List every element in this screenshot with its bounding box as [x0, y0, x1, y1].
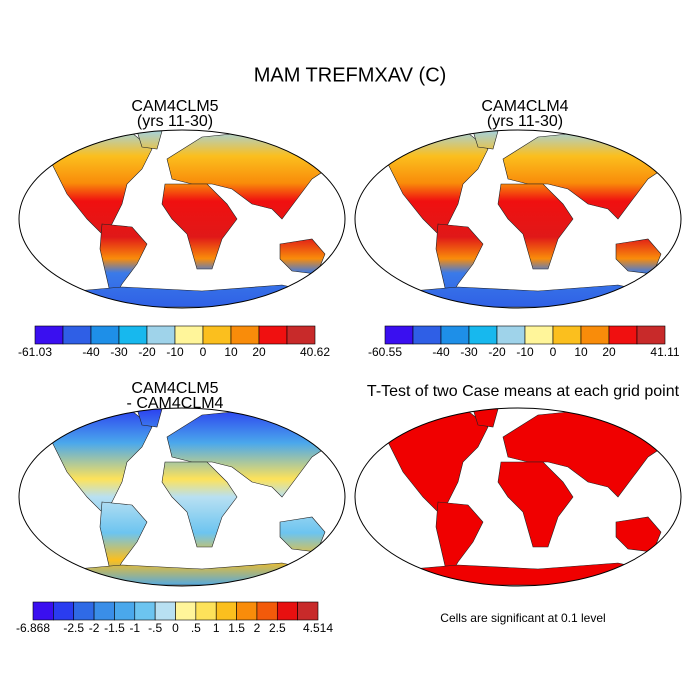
colorbar-label: 1 — [213, 621, 220, 635]
colorbar-label: 1.5 — [228, 621, 245, 635]
figure-title: MAM TREFMXAV (C) — [254, 64, 447, 86]
panel-title: CAM4CLM4 — [481, 98, 568, 115]
colorbar-box — [32, 601, 54, 621]
colorbar-box — [118, 325, 148, 345]
colorbar-label: -60.55 — [368, 345, 402, 359]
colorbar-label: 0 — [172, 621, 179, 635]
colorbar-box — [146, 325, 176, 345]
colorbar-box — [524, 325, 554, 345]
colorbar-label: .5 — [191, 621, 201, 635]
colorbar-box — [412, 325, 442, 345]
colorbar-label: -40 — [432, 345, 450, 359]
map — [354, 129, 682, 309]
map — [354, 407, 682, 587]
colorbar-box — [258, 325, 288, 345]
panel-title: CAM4CLM5 — [131, 380, 218, 397]
colorbar-label: 0 — [200, 345, 207, 359]
colorbar-box — [236, 601, 258, 621]
colorbar-box — [215, 601, 237, 621]
colorbar-label: 20 — [252, 345, 266, 359]
colorbar-label: 10 — [224, 345, 238, 359]
colorbar-box — [114, 601, 136, 621]
colorbar-box — [468, 325, 498, 345]
colorbar-box — [90, 325, 120, 345]
colorbar-label: -6.868 — [16, 621, 50, 635]
colorbar-label: 2 — [254, 621, 261, 635]
colorbar-label: 4.514 — [303, 621, 333, 635]
colorbar-box — [154, 601, 176, 621]
colorbar-label: -10 — [516, 345, 534, 359]
colorbar-box — [636, 325, 666, 345]
colorbar-box — [175, 601, 197, 621]
colorbar-box — [134, 601, 156, 621]
colorbar-label: 10 — [574, 345, 588, 359]
colorbar-box — [174, 325, 204, 345]
colorbar-label: -61.03 — [18, 345, 52, 359]
colorbar-box — [286, 325, 316, 345]
colorbar-label: -20 — [138, 345, 156, 359]
panel-note: Cells are significant at 0.1 level — [440, 611, 605, 625]
colorbar-box — [230, 325, 260, 345]
panel-title: (yrs 11-30) — [487, 113, 563, 130]
colorbar-box — [34, 325, 64, 345]
colorbar-box — [73, 601, 95, 621]
colorbar-label: 20 — [602, 345, 616, 359]
colorbar-box — [580, 325, 610, 345]
colorbar-label: -1.5 — [104, 621, 125, 635]
colorbar-label: -30 — [460, 345, 478, 359]
colorbar-label: -10 — [166, 345, 184, 359]
colorbar-box — [93, 601, 115, 621]
colorbar-box — [384, 325, 414, 345]
colorbar-label: -.5 — [148, 621, 162, 635]
colorbar-box — [496, 325, 526, 345]
map — [18, 407, 346, 587]
colorbar-label: -2.5 — [63, 621, 84, 635]
panel-title: - CAM4CLM4 — [127, 395, 224, 412]
colorbar-label: -20 — [488, 345, 506, 359]
map — [18, 129, 346, 309]
colorbar-label: -1 — [129, 621, 140, 635]
colorbar-box — [608, 325, 638, 345]
panel-title: (yrs 11-30) — [137, 113, 213, 130]
colorbar-box — [195, 601, 217, 621]
colorbar-label: -2 — [89, 621, 100, 635]
panel-title: T-Test of two Case means at each grid po… — [367, 383, 680, 400]
colorbar-box — [440, 325, 470, 345]
colorbar-box — [53, 601, 75, 621]
colorbar-label: 41.11 — [650, 345, 679, 359]
colorbar-box — [256, 601, 278, 621]
colorbar-label: -30 — [110, 345, 128, 359]
colorbar-box — [62, 325, 92, 345]
colorbar-box — [276, 601, 298, 621]
colorbar-label: 0 — [550, 345, 557, 359]
colorbar-box — [202, 325, 232, 345]
colorbar-label: 40.62 — [300, 345, 330, 359]
colorbar-box — [297, 601, 319, 621]
colorbar-label: 2.5 — [269, 621, 286, 635]
colorbar-label: -40 — [82, 345, 100, 359]
colorbar-box — [552, 325, 582, 345]
panel-title: CAM4CLM5 — [131, 98, 218, 115]
